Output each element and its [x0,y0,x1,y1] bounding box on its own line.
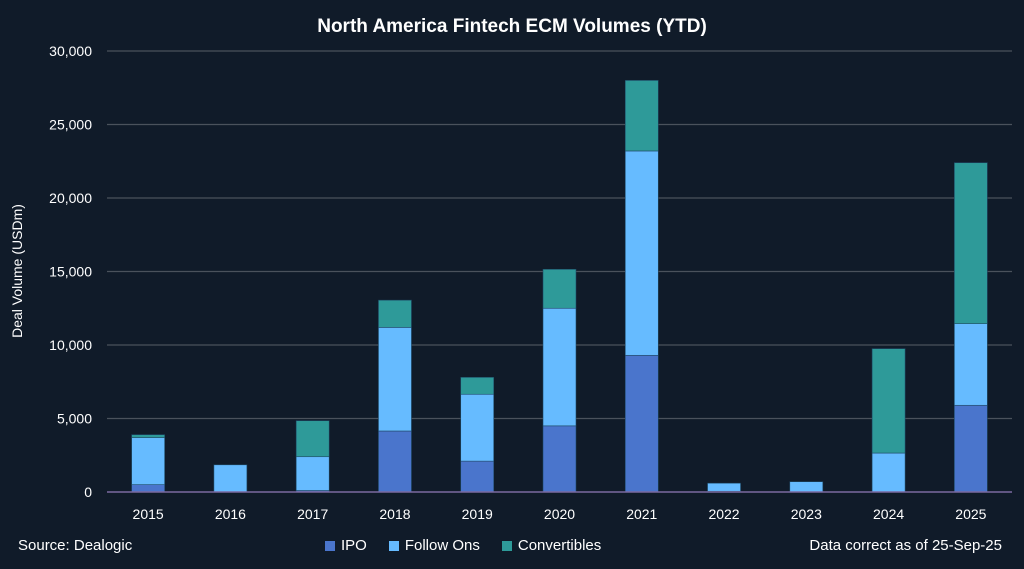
x-tick-label: 2019 [462,506,493,522]
y-tick-label: 10,000 [49,337,92,353]
bar-segment-convertibles [295,420,330,458]
bar-segment-follow-ons [707,482,741,492]
bar-segment-ipo [954,404,988,493]
source-note: Source: Dealogic [18,537,133,554]
legend-swatch [325,540,335,551]
data-date-note: Data correct as of 25-Sep-25 [809,537,1002,554]
bar-segment-follow-ons [789,481,824,493]
y-tick-label: 0 [84,484,92,500]
legend-item-ipo: IPO [325,537,367,554]
legend-item-convertibles: Convertibles [501,537,602,554]
bar-segment-convertibles [460,377,495,395]
bar-segment-follow-ons [871,452,906,493]
y-tick-label: 20,000 [49,190,92,206]
legend-label: IPO [341,537,367,554]
bar-segment-follow-ons [460,393,495,462]
y-tick-label: 25,000 [49,117,92,133]
x-tick-label: 2020 [544,506,575,522]
x-tick-label: 2016 [215,506,246,522]
bar-segment-convertibles [871,348,906,454]
legend-item-follow-ons: Follow Ons [388,537,480,554]
bar-segment-ipo [131,484,165,493]
bar-segment-ipo [460,460,495,493]
x-tick-label: 2023 [791,506,822,522]
bar-segment-convertibles [131,434,165,438]
bar-segment-follow-ons [542,307,577,427]
bar-segment-ipo [542,425,577,493]
y-tick-label: 30,000 [49,43,92,59]
y-tick-label: 15,000 [49,264,92,280]
legend: IPO Follow Ons Convertibles [325,537,601,554]
x-tick-label: 2018 [379,506,410,522]
bar-segment-ipo [378,430,412,493]
x-tick-label: 2017 [297,506,328,522]
bar-segment-convertibles [378,299,412,328]
x-tick-label: 2025 [955,506,986,522]
x-tick-label: 2024 [873,506,904,522]
bar-segment-ipo [624,354,659,493]
legend-swatch [388,540,399,551]
chart-title: North America Fintech ECM Volumes (YTD) [317,16,707,37]
legend-swatch [501,540,512,551]
bar-segment-follow-ons [378,327,412,432]
bar-segment-convertibles [542,268,577,309]
bar-segment-follow-ons [295,456,330,491]
x-tick-label: 2021 [626,506,657,522]
bar-segment-convertibles [624,80,659,152]
bar-segment-convertibles [954,162,988,324]
y-axis-title: Deal Volume (USDm) [9,204,25,338]
y-tick-label: 5,000 [57,411,92,427]
bar-segment-follow-ons [131,437,165,485]
bar-segment-follow-ons [624,150,659,356]
bar-segment-follow-ons [954,323,988,406]
legend-label: Follow Ons [404,537,480,554]
x-tick-label: 2022 [708,506,739,522]
legend-label: Convertibles [517,537,602,554]
bar-segment-follow-ons [213,464,248,493]
x-tick-label: 2015 [133,506,164,522]
